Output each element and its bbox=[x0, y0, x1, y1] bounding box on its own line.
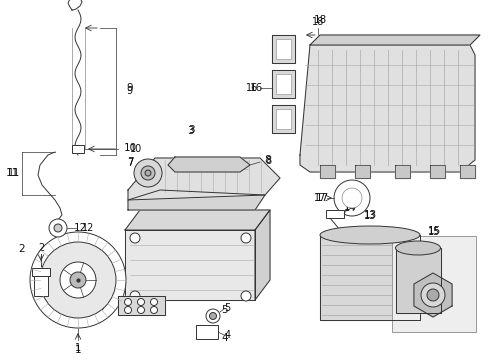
Circle shape bbox=[60, 262, 96, 298]
Text: 5: 5 bbox=[220, 305, 227, 315]
Polygon shape bbox=[300, 45, 475, 172]
Circle shape bbox=[124, 306, 131, 314]
Text: 17: 17 bbox=[316, 193, 329, 203]
Circle shape bbox=[206, 309, 220, 323]
Polygon shape bbox=[168, 157, 250, 172]
Text: 7: 7 bbox=[127, 157, 133, 167]
Text: 7: 7 bbox=[127, 158, 133, 168]
Text: 2: 2 bbox=[38, 243, 44, 253]
Circle shape bbox=[334, 180, 370, 216]
Polygon shape bbox=[395, 165, 410, 178]
Text: 15: 15 bbox=[428, 227, 440, 237]
Circle shape bbox=[210, 312, 217, 320]
Text: 10: 10 bbox=[123, 143, 137, 153]
Text: 4: 4 bbox=[221, 333, 228, 343]
Circle shape bbox=[40, 242, 116, 318]
Text: 8: 8 bbox=[265, 156, 271, 166]
Text: 17: 17 bbox=[314, 193, 326, 203]
Text: 15: 15 bbox=[427, 226, 441, 236]
Text: 3: 3 bbox=[187, 126, 194, 136]
Text: 6: 6 bbox=[102, 301, 108, 311]
Circle shape bbox=[130, 291, 140, 301]
Text: 16: 16 bbox=[249, 83, 263, 93]
Bar bbox=[276, 74, 291, 94]
Polygon shape bbox=[255, 210, 270, 300]
Circle shape bbox=[70, 272, 86, 288]
Circle shape bbox=[30, 232, 126, 328]
Circle shape bbox=[241, 291, 251, 301]
Text: 12: 12 bbox=[74, 223, 87, 233]
Text: 11: 11 bbox=[5, 168, 19, 178]
Text: 16: 16 bbox=[246, 83, 258, 93]
Bar bbox=[32, 268, 50, 276]
Text: 13: 13 bbox=[364, 211, 376, 221]
Circle shape bbox=[124, 298, 131, 306]
Polygon shape bbox=[125, 230, 255, 300]
Polygon shape bbox=[460, 165, 475, 178]
Text: 1: 1 bbox=[75, 343, 81, 353]
Text: 3: 3 bbox=[188, 125, 195, 135]
Polygon shape bbox=[396, 248, 441, 313]
Circle shape bbox=[49, 219, 67, 237]
Text: 1: 1 bbox=[74, 345, 81, 355]
Polygon shape bbox=[272, 35, 295, 63]
Text: 14: 14 bbox=[343, 202, 357, 212]
Bar bbox=[107, 138, 275, 320]
Text: 2: 2 bbox=[19, 244, 25, 254]
Bar bbox=[196, 325, 218, 339]
Circle shape bbox=[134, 159, 162, 187]
Circle shape bbox=[150, 306, 157, 314]
Text: 18: 18 bbox=[312, 17, 324, 27]
Polygon shape bbox=[272, 105, 295, 133]
Circle shape bbox=[427, 289, 439, 301]
Circle shape bbox=[342, 188, 362, 208]
Circle shape bbox=[150, 298, 157, 306]
Bar bbox=[270, 8, 480, 180]
Text: 14: 14 bbox=[344, 203, 356, 213]
Polygon shape bbox=[355, 165, 370, 178]
Text: 13: 13 bbox=[364, 210, 377, 220]
Polygon shape bbox=[118, 296, 165, 315]
Bar bbox=[34, 276, 48, 296]
Text: 6: 6 bbox=[98, 302, 104, 312]
Text: 11: 11 bbox=[8, 168, 20, 178]
Bar bbox=[276, 39, 291, 59]
Text: 9: 9 bbox=[126, 86, 132, 96]
Circle shape bbox=[145, 170, 151, 176]
Polygon shape bbox=[310, 35, 480, 45]
Circle shape bbox=[54, 224, 62, 232]
Polygon shape bbox=[414, 273, 452, 317]
Bar bbox=[392, 236, 476, 332]
Bar bbox=[326, 210, 344, 218]
Text: 10: 10 bbox=[130, 144, 142, 154]
Polygon shape bbox=[272, 70, 295, 98]
Text: 8: 8 bbox=[265, 155, 271, 165]
Circle shape bbox=[421, 283, 445, 307]
Polygon shape bbox=[320, 235, 420, 320]
Polygon shape bbox=[128, 190, 265, 210]
Text: 9: 9 bbox=[127, 83, 133, 93]
Polygon shape bbox=[320, 165, 335, 178]
Bar bbox=[316, 222, 484, 350]
Polygon shape bbox=[128, 158, 280, 200]
Text: 12: 12 bbox=[82, 223, 95, 233]
Circle shape bbox=[138, 306, 145, 314]
Text: 18: 18 bbox=[314, 15, 327, 25]
Polygon shape bbox=[125, 210, 270, 230]
Ellipse shape bbox=[320, 226, 420, 244]
Polygon shape bbox=[430, 165, 445, 178]
Text: 4: 4 bbox=[225, 330, 231, 340]
Circle shape bbox=[241, 233, 251, 243]
Ellipse shape bbox=[395, 241, 441, 255]
Circle shape bbox=[138, 298, 145, 306]
Circle shape bbox=[130, 233, 140, 243]
Text: 5: 5 bbox=[224, 303, 230, 313]
Bar bbox=[72, 145, 84, 153]
Circle shape bbox=[141, 166, 155, 180]
Bar bbox=[276, 109, 291, 129]
